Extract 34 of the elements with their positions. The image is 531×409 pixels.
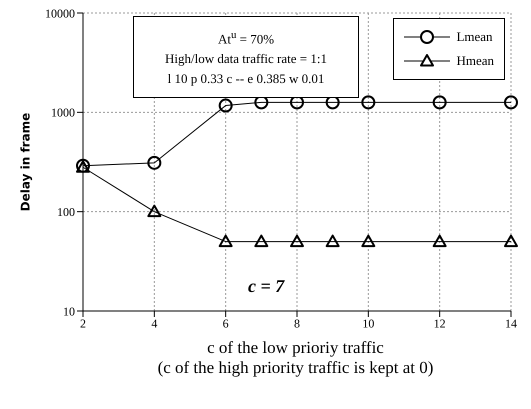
annotation: l 10 p 0.33 c -- e 0.385 w 0.01 <box>166 70 326 88</box>
x-tick-label: 6 <box>222 316 229 331</box>
note-box: At$^{u}$ = 70% High/low data traffic rate = 1:1 l 10 p 0.33 c -- e 0.385 w 0.01 <box>133 16 359 98</box>
point <box>432 234 447 248</box>
point <box>290 234 304 248</box>
annotation: High/low data traffic rate = 1:1 <box>164 50 328 68</box>
point <box>147 156 162 170</box>
y-tick-label: 10000 <box>45 6 75 20</box>
y-axis-title: Delay in frame <box>18 112 32 212</box>
text: (c of the high priority traffic is kept at 0) <box>156 358 434 378</box>
point <box>147 204 162 218</box>
point <box>504 234 518 248</box>
x-tick-label: 14 <box>505 316 517 331</box>
point <box>361 95 376 110</box>
point <box>326 234 340 248</box>
point <box>432 95 447 110</box>
x-tick-label: 4 <box>151 316 158 331</box>
point <box>361 234 376 248</box>
point <box>254 234 268 248</box>
point <box>218 98 233 113</box>
x-tick-label: 12 <box>434 316 446 331</box>
y-tick-label: 10 <box>63 304 75 318</box>
x-tick-label: 2 <box>80 316 86 331</box>
x-axis-title: c of the low prioriy traffic <box>206 338 385 358</box>
point <box>218 234 233 248</box>
legend-label: Lmean <box>456 29 493 45</box>
x-tick-label: 10 <box>362 316 374 331</box>
x-tick-label: 8 <box>294 316 300 331</box>
point <box>504 95 518 110</box>
annotation: c = 7 <box>248 276 284 297</box>
y-tick-label: 1000 <box>51 106 75 120</box>
annotation: At$^{u}$ = 70% <box>216 28 276 48</box>
y-tick-label: 100 <box>57 204 75 219</box>
legend-label: Hmean <box>456 53 494 69</box>
